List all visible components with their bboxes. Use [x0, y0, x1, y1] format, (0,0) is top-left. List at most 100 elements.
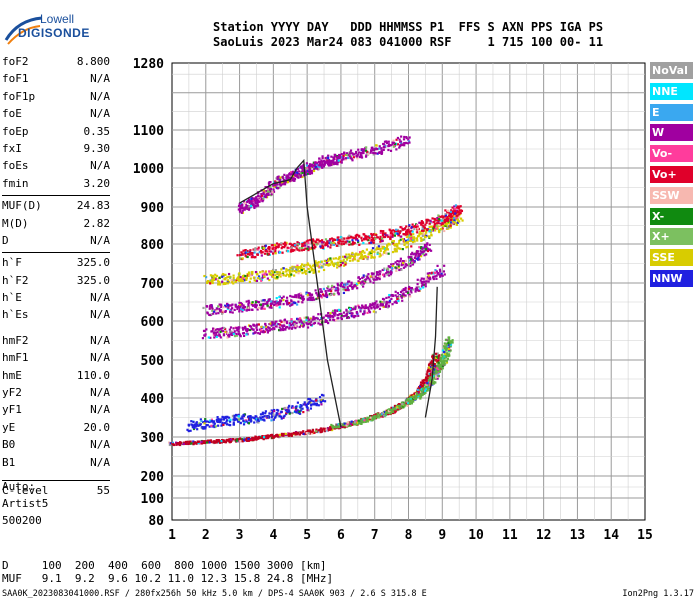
trace-point: [318, 293, 321, 297]
trace-point: [240, 303, 244, 306]
trace-point: [237, 204, 241, 208]
trace-point: [446, 353, 449, 356]
trace-point: [312, 269, 315, 272]
trace-point: [213, 310, 216, 313]
trace-point: [293, 323, 296, 326]
trace-point: [424, 282, 427, 285]
trace-point: [407, 138, 410, 141]
param-value: N/A: [90, 159, 110, 173]
trace-point: [264, 437, 267, 440]
trace-point: [394, 243, 397, 246]
trace-point: [330, 290, 333, 293]
trace-point: [396, 136, 400, 140]
trace-point: [354, 306, 357, 310]
trace-point: [326, 287, 329, 290]
trace-point: [245, 275, 248, 278]
trace-point: [256, 323, 259, 326]
trace-point: [259, 418, 262, 421]
trace-point: [313, 321, 317, 325]
trace-point: [230, 330, 233, 333]
trace-point: [394, 250, 397, 253]
trace-point: [233, 418, 236, 422]
trace-point: [250, 303, 253, 306]
trace-point: [425, 383, 428, 386]
trace-point: [422, 225, 425, 228]
trace-point: [421, 228, 424, 231]
trace-point: [370, 241, 373, 244]
trace-point: [427, 366, 431, 369]
trace-point: [408, 285, 411, 289]
legend-item: NNE: [650, 82, 693, 100]
trace-point: [218, 280, 221, 284]
trace-point: [426, 377, 429, 380]
trace-point: [304, 247, 307, 250]
trace-point: [435, 277, 438, 280]
trace-point: [430, 225, 433, 228]
trace-point: [325, 243, 329, 246]
trace-point: [295, 322, 298, 325]
trace-point: [315, 292, 318, 295]
trace-point: [404, 263, 408, 266]
trace-point: [304, 170, 308, 174]
trace-point: [346, 153, 349, 157]
trace-point: [239, 207, 242, 211]
trace-point: [301, 297, 304, 300]
trace-point: [441, 216, 445, 219]
trace-point: [302, 322, 305, 325]
trace-point: [244, 274, 247, 278]
trace-point: [288, 274, 291, 277]
trace-point: [374, 275, 377, 278]
trace-point: [361, 239, 364, 242]
trace-point: [408, 401, 411, 404]
trace-point: [385, 409, 388, 412]
trace-point: [389, 144, 393, 147]
trace-point: [257, 194, 260, 198]
trace-point: [355, 233, 359, 237]
trace-point: [284, 328, 287, 331]
trace-point: [266, 304, 269, 307]
trace-point: [428, 375, 431, 378]
trace-point: [229, 333, 233, 336]
trace-point: [415, 250, 419, 253]
trace-point: [401, 299, 404, 302]
param-key: h`F2: [2, 273, 29, 287]
trace-point: [398, 231, 401, 235]
trace-point: [323, 427, 327, 430]
param-value: 325.0: [76, 256, 110, 270]
trace-point: [362, 285, 365, 288]
trace-point: [333, 285, 336, 289]
trace-point: [262, 307, 265, 310]
trace-point: [298, 249, 301, 252]
trace-point: [238, 301, 241, 304]
trace-point: [347, 256, 350, 259]
trace-point: [346, 256, 349, 259]
trace-point: [460, 209, 464, 213]
trace-point: [283, 173, 286, 176]
trace-point: [379, 304, 382, 307]
trace-point: [386, 248, 390, 251]
trace-point: [434, 355, 437, 358]
trace-point: [243, 327, 246, 330]
trace-point: [416, 227, 419, 230]
trace-point: [361, 276, 364, 279]
trace-point: [226, 276, 229, 279]
trace-point: [383, 414, 386, 417]
trace-point: [274, 183, 277, 186]
trace-point: [366, 238, 369, 241]
trace-point: [248, 205, 251, 208]
trace-point: [430, 221, 433, 224]
footer-muf-line: MUF 9.1 9.2 9.6 10.2 11.0 12.3 15.8 24.8…: [2, 572, 334, 585]
trace-point: [364, 149, 368, 152]
trace-point: [306, 402, 309, 405]
trace-point: [278, 271, 282, 274]
trace-point: [278, 326, 281, 329]
trace-point: [419, 397, 422, 400]
trace-point: [263, 307, 266, 310]
trace-point: [309, 171, 313, 174]
y-tick-label: 300: [141, 431, 165, 446]
trace-point: [296, 248, 299, 251]
trace-point: [404, 265, 407, 268]
legend-item: NNW: [650, 269, 693, 287]
trace-point: [307, 409, 310, 412]
trace-point: [324, 244, 327, 247]
